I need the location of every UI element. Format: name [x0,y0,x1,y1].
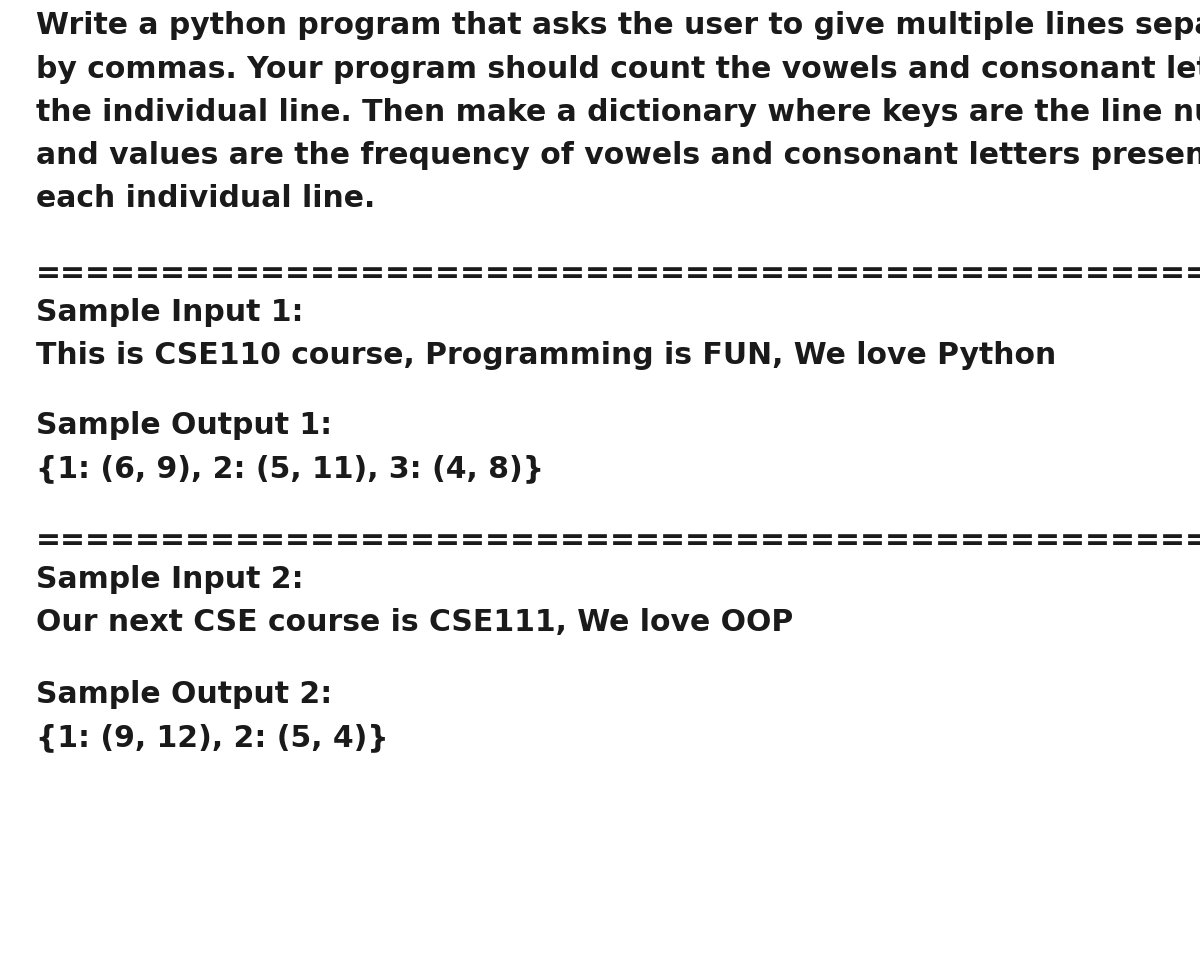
Text: Sample Output 2:: Sample Output 2: [36,680,332,709]
Text: {1: (6, 9), 2: (5, 11), 3: (4, 8)}: {1: (6, 9), 2: (5, 11), 3: (4, 8)} [36,455,544,483]
Text: Our next CSE course is CSE111, We love OOP: Our next CSE course is CSE111, We love O… [36,608,793,637]
Text: {1: (9, 12), 2: (5, 4)}: {1: (9, 12), 2: (5, 4)} [36,724,389,752]
Text: ================================================: ========================================… [36,527,1200,555]
Text: each individual line.: each individual line. [36,185,376,213]
Text: by commas. Your program should count the vowels and consonant letters of: by commas. Your program should count the… [36,55,1200,84]
Text: This is CSE110 course, Programming is FUN, We love Python: This is CSE110 course, Programming is FU… [36,341,1056,370]
Text: Sample Input 2:: Sample Input 2: [36,565,304,594]
Text: and values are the frequency of vowels and consonant letters present in: and values are the frequency of vowels a… [36,141,1200,170]
Text: ================================================: ========================================… [36,259,1200,288]
Text: Sample Input 1:: Sample Input 1: [36,298,304,327]
Text: Sample Output 1:: Sample Output 1: [36,411,332,440]
Text: the individual line. Then make a dictionary where keys are the line numbers: the individual line. Then make a diction… [36,98,1200,127]
Text: Write a python program that asks the user to give multiple lines separated: Write a python program that asks the use… [36,12,1200,40]
